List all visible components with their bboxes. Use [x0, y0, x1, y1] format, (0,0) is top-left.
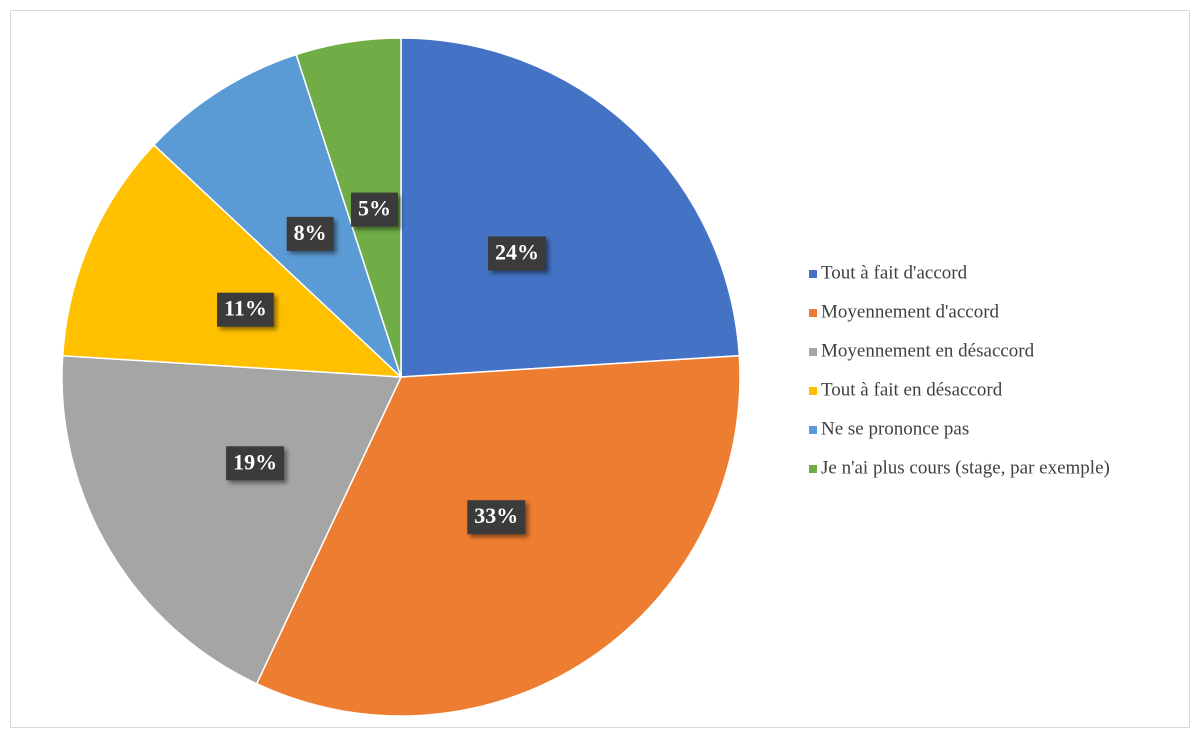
legend-label: Moyennement en désaccord [821, 340, 1035, 361]
data-label-text: 24% [495, 239, 539, 264]
legend-swatch [809, 465, 817, 473]
data-label: 24% [488, 236, 547, 271]
data-label: 19% [226, 446, 285, 481]
data-label-text: 19% [233, 449, 277, 474]
legend-swatch [809, 348, 817, 356]
data-label-text: 11% [224, 296, 267, 321]
legend-swatch [809, 426, 817, 434]
data-label-box [467, 500, 526, 535]
data-label-text: 5% [358, 196, 391, 221]
data-label: 33% [467, 500, 526, 535]
legend-label: Moyennement d'accord [821, 301, 1000, 322]
legend-swatch [809, 387, 817, 395]
legend-label: Tout à fait en désaccord [821, 379, 1003, 400]
data-label: 11% [217, 292, 274, 327]
data-label-box [350, 192, 398, 227]
legend-swatch [809, 309, 817, 317]
pie-slice [400, 37, 741, 378]
data-label-box [488, 236, 547, 271]
data-label: 5% [350, 192, 398, 227]
legend-label: Tout à fait d'accord [821, 262, 968, 283]
pie-slice [61, 143, 404, 378]
data-label-text: 8% [294, 220, 327, 245]
legend-label: Ne se prononce pas [821, 418, 969, 439]
pie-slice [255, 354, 741, 717]
data-label-box [286, 216, 334, 251]
data-label: 8% [286, 216, 334, 251]
legend-label: Je n'ai plus cours (stage, par exemple) [821, 457, 1110, 478]
pie-slice [152, 53, 402, 378]
pie-slice [295, 37, 402, 378]
data-label-box [217, 292, 274, 327]
data-label-box [226, 446, 285, 481]
legend-swatch [809, 270, 817, 278]
data-label-text: 33% [474, 503, 518, 528]
pie-slice [61, 354, 403, 685]
